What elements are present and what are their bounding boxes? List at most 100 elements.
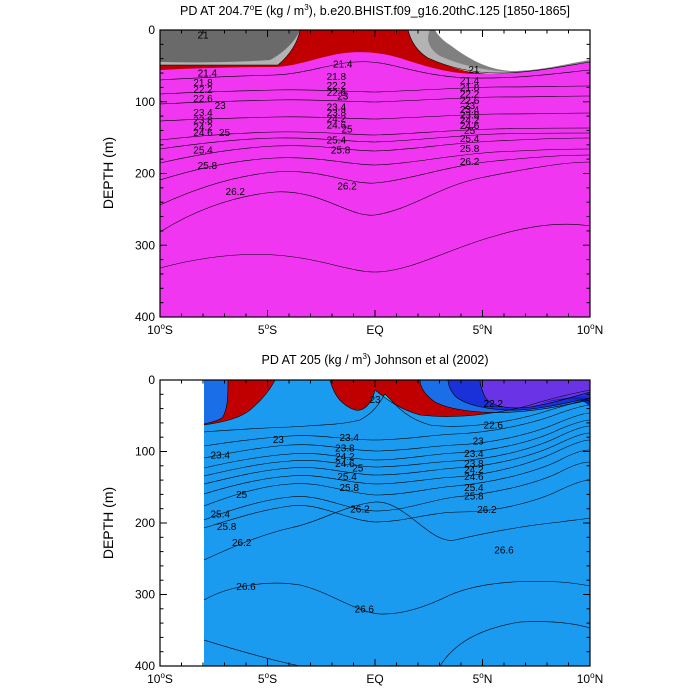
contour-label: 24.2 bbox=[335, 452, 355, 463]
contour-label: 23.4 bbox=[327, 102, 347, 113]
contour-label: 26.6 bbox=[494, 546, 514, 557]
contour-label: 24.6 bbox=[460, 121, 480, 132]
contour-label: 25 bbox=[341, 125, 353, 136]
axis-ticks: 10oS 5oS EQ 5oN 10oN 0 100 200 300 400 bbox=[135, 23, 603, 337]
y-tick-label: 100 bbox=[135, 445, 155, 459]
contour-label: 25.8 bbox=[460, 144, 480, 155]
contour-label: 23.8 bbox=[335, 444, 355, 455]
contour-line bbox=[204, 439, 590, 495]
contour-label: 23.8 bbox=[464, 459, 484, 470]
contour-label: 21 bbox=[468, 65, 480, 76]
contour-label: 24.6 bbox=[335, 459, 355, 470]
fill-22-2 bbox=[204, 380, 590, 666]
x-tick-label: EQ bbox=[366, 323, 383, 337]
contour-line bbox=[160, 223, 590, 273]
contour-label: 25.8 bbox=[217, 522, 237, 533]
contour-label: 26.2 bbox=[350, 504, 370, 515]
contour-line bbox=[160, 148, 590, 181]
contour-line bbox=[204, 380, 276, 426]
contour-line bbox=[204, 479, 590, 529]
contour-line bbox=[204, 501, 590, 561]
contour-label: 21.8 bbox=[327, 72, 347, 83]
fill-21 bbox=[480, 380, 590, 408]
contour-label: 21.8 bbox=[460, 83, 480, 94]
model-density-panel: PD AT 204.7oE (kg / m3), b.e20.BHIST.f09… bbox=[100, 3, 603, 337]
contour-line bbox=[160, 95, 590, 105]
observed-density-panel: PD AT 205 (kg / m3) Johnson et al (2002) bbox=[100, 352, 603, 686]
fill-grey-dark bbox=[160, 30, 300, 63]
contour-label: 25 bbox=[464, 126, 476, 137]
contour-line bbox=[204, 404, 590, 447]
contour-label: 22.6 bbox=[460, 96, 480, 107]
x-tick-label: 5oN bbox=[473, 671, 493, 686]
contour-fill-group bbox=[204, 380, 590, 666]
contour-label: 22.2 bbox=[327, 81, 347, 92]
contour-line bbox=[160, 30, 301, 66]
contour-line bbox=[204, 639, 301, 666]
contour-label: 24.6 bbox=[464, 472, 484, 483]
x-tick-label: 5oS bbox=[258, 671, 277, 686]
contour-label: 25.8 bbox=[464, 491, 484, 502]
fill-21 bbox=[160, 52, 590, 317]
contour-label: 24.2 bbox=[460, 115, 480, 126]
panel-title: PD AT 204.7oE (kg / m3), b.e20.BHIST.f09… bbox=[180, 3, 570, 18]
contour-line bbox=[204, 432, 590, 485]
contour-label: 25 bbox=[219, 128, 231, 139]
contour-label: 23.8 bbox=[327, 108, 347, 119]
contour-label: 26.2 bbox=[226, 187, 246, 198]
contour-line bbox=[407, 30, 590, 74]
contour-label: 26.2 bbox=[460, 157, 480, 168]
fill-20-6 bbox=[540, 397, 590, 406]
contour-line bbox=[160, 137, 590, 164]
x-tick-label: 5oS bbox=[258, 322, 277, 337]
contour-label: 23.4 bbox=[460, 105, 480, 116]
y-tick-label: 0 bbox=[148, 373, 155, 387]
contour-label: 23 bbox=[464, 101, 476, 112]
x-tick-label: 10oS bbox=[147, 322, 173, 337]
contour-line bbox=[204, 425, 590, 477]
contour-line bbox=[329, 380, 590, 417]
contour-line bbox=[204, 380, 229, 425]
x-tick-label: 5oN bbox=[473, 322, 493, 337]
contour-line bbox=[160, 161, 590, 233]
x-tick-label: 10oN bbox=[577, 671, 603, 686]
contour-line bbox=[204, 419, 590, 469]
contour-line bbox=[419, 380, 590, 413]
fill-21-8 bbox=[204, 380, 228, 424]
contour-line bbox=[204, 449, 590, 507]
contour-label: 22.6 bbox=[327, 88, 347, 99]
contour-label: 21 bbox=[197, 31, 209, 42]
contour-label: 22.6 bbox=[484, 421, 504, 432]
contour-label: 25.4 bbox=[464, 483, 484, 494]
contour-label: 23.4 bbox=[193, 108, 213, 119]
contour-label: 21.4 bbox=[460, 76, 480, 87]
y-tick-label: 400 bbox=[135, 310, 155, 324]
contour-label: 25.4 bbox=[337, 472, 357, 483]
contour-line bbox=[160, 85, 590, 95]
x-tick-label: EQ bbox=[366, 672, 383, 686]
contour-line bbox=[447, 380, 590, 411]
contour-label: 26.6 bbox=[236, 582, 256, 593]
contour-label: 25.4 bbox=[327, 135, 347, 146]
contour-label: 22.2 bbox=[193, 85, 213, 96]
contour-fill-group bbox=[160, 30, 590, 317]
contour-label: 22.6 bbox=[193, 94, 213, 105]
contour-label: 23.4 bbox=[464, 449, 484, 460]
contour-label: 21.4 bbox=[333, 59, 353, 70]
contour-label: 22.2 bbox=[484, 399, 504, 410]
contour-line bbox=[204, 412, 590, 459]
x-tick-label: 10oS bbox=[147, 671, 173, 686]
contour-line bbox=[439, 621, 590, 666]
contour-label: 25.4 bbox=[460, 134, 480, 145]
fill-white-top bbox=[435, 30, 590, 71]
contour-label: 25.8 bbox=[331, 145, 351, 156]
y-tick-label: 200 bbox=[135, 516, 155, 530]
contour-label: 23 bbox=[215, 101, 227, 112]
y-tick-label: 300 bbox=[135, 588, 155, 602]
contour-label: 25.8 bbox=[198, 161, 218, 172]
y-tick-label: 400 bbox=[135, 659, 155, 673]
contour-label: 23 bbox=[273, 435, 285, 446]
contour-label: 24.6 bbox=[193, 128, 213, 139]
contour-label: 23 bbox=[369, 395, 381, 406]
